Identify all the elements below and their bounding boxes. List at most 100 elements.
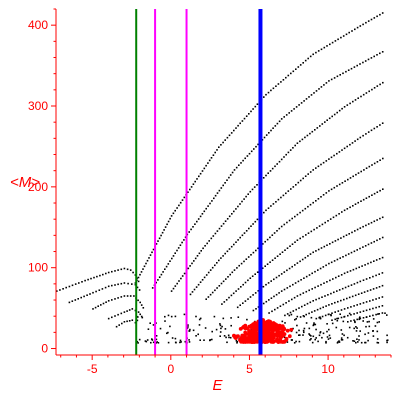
curve-point (274, 308, 276, 311)
curve-point (249, 190, 252, 193)
scatter-point (144, 340, 147, 342)
curve-point (381, 256, 384, 259)
curve-point (368, 195, 370, 198)
curve-point (352, 268, 355, 271)
curve-point (336, 185, 338, 187)
curve-point (346, 208, 349, 210)
curve-point (330, 292, 332, 295)
curve-point (314, 129, 316, 131)
cluster-point (240, 334, 245, 339)
scatter-point (368, 325, 371, 328)
curve-point (171, 257, 173, 260)
curve-point (62, 288, 64, 290)
curve-point (214, 232, 217, 235)
curve-point (117, 313, 119, 316)
curve-point (192, 183, 195, 185)
curve-point (191, 262, 193, 265)
scatter-point (372, 335, 375, 337)
curve-point (362, 225, 364, 228)
scatter-point (339, 313, 341, 315)
curve-point (309, 253, 312, 255)
curve-point (139, 273, 141, 276)
curve-point (220, 225, 223, 227)
curve-point (235, 166, 238, 169)
curve-point (139, 313, 141, 316)
curve-point (271, 259, 274, 261)
curve-point (320, 247, 323, 249)
y-tick-label: 0 (41, 342, 48, 356)
curve-point (169, 260, 171, 262)
scatter-point (236, 342, 238, 344)
curve-point (197, 283, 200, 286)
curve-point (83, 295, 85, 298)
dotted-curve-5 (221, 188, 384, 305)
curve-point (255, 308, 257, 310)
curve-point (261, 267, 264, 269)
curve-point (317, 269, 319, 271)
curve-point (250, 225, 252, 227)
curve-point (220, 187, 223, 189)
curve-point (255, 249, 257, 252)
curve-point (276, 122, 279, 125)
scatter-point (211, 330, 213, 333)
curve-point (250, 150, 253, 153)
curve-point (283, 156, 285, 158)
curve-point (129, 269, 132, 271)
cluster-point (270, 325, 275, 330)
curve-point (341, 149, 343, 151)
curve-point (299, 140, 301, 143)
curve-point (296, 262, 299, 264)
curve-point (151, 251, 153, 254)
scatter-point (136, 340, 139, 343)
curve-point (291, 265, 293, 268)
curve-point (299, 260, 301, 263)
curve-point (360, 170, 362, 173)
curve-point (218, 227, 221, 230)
curve-point (111, 299, 113, 301)
scatter-point (376, 338, 379, 340)
curve-point (100, 304, 102, 306)
curve-point (230, 245, 233, 248)
curve-point (381, 216, 384, 219)
curve-point (196, 178, 198, 180)
curve-point (123, 295, 126, 297)
curve-point (296, 239, 299, 241)
scatter-point (336, 319, 339, 322)
curve-point (228, 134, 231, 137)
curve-point (331, 115, 333, 118)
curve-point (193, 260, 195, 262)
curve-point (318, 225, 321, 227)
cluster-point (243, 340, 248, 344)
scatter-point (346, 336, 349, 339)
curve-point (371, 194, 373, 196)
scatter-point (227, 334, 230, 337)
curve-point (243, 117, 246, 120)
cluster-point (277, 339, 282, 343)
curve-point (378, 273, 380, 275)
curve-point (180, 277, 182, 280)
scatter-point (284, 322, 286, 324)
scatter-point (170, 315, 173, 318)
scatter-point (230, 324, 232, 327)
curve-point (356, 304, 358, 306)
curve-point (196, 220, 198, 223)
curve-point (326, 244, 328, 246)
scatter-point (372, 318, 375, 320)
curve-point (276, 255, 279, 257)
curve-point (93, 276, 95, 279)
curve-point (105, 301, 107, 303)
scatter-point (377, 313, 379, 315)
scatter-point (199, 339, 201, 341)
curve-point (378, 286, 381, 288)
curve-point (306, 134, 309, 137)
dotted-curve-3 (189, 122, 384, 296)
curve-point (137, 276, 140, 279)
curve-point (207, 296, 210, 298)
curve-point (222, 141, 224, 144)
dotted-curve-7 (252, 236, 384, 312)
curve-point (338, 109, 341, 112)
scatter-point (325, 340, 327, 343)
curve-point (363, 169, 365, 171)
curve-point (164, 226, 167, 228)
curve-point (347, 314, 349, 317)
